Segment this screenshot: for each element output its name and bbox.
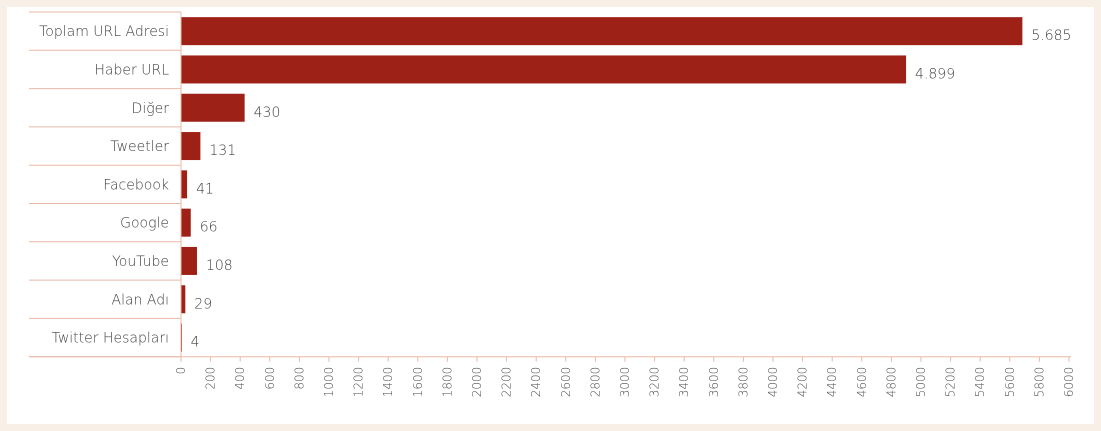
x-tick-label: 0	[174, 367, 188, 375]
x-tick-label: 4800	[884, 367, 898, 398]
bar-1[interactable]	[181, 55, 907, 84]
x-tick-label: 400	[233, 367, 247, 390]
value-label: 430	[254, 105, 281, 121]
x-tick-label: 4000	[766, 367, 780, 398]
x-tick-label: 1800	[440, 367, 454, 398]
x-tick-label: 4600	[855, 367, 869, 398]
value-label: 66	[200, 220, 218, 236]
x-tick-label: 2600	[559, 367, 573, 398]
x-tick-label: 1000	[322, 367, 336, 398]
category-label: Google	[120, 216, 169, 232]
category-label: Facebook	[103, 177, 169, 193]
value-label: 108	[206, 258, 233, 274]
x-tick-label: 1400	[381, 367, 395, 398]
value-label: 4	[191, 335, 200, 351]
category-label: Tweetler	[110, 139, 169, 155]
value-label: 131	[209, 143, 236, 159]
x-tick-label: 4200	[796, 367, 810, 398]
value-label: 41	[196, 181, 214, 197]
category-label: Alan Adı	[112, 292, 169, 308]
x-tick-label: 2400	[529, 367, 543, 398]
x-tick-label: 800	[292, 367, 306, 390]
x-tick-label: 1200	[352, 367, 366, 398]
bar-0[interactable]	[181, 17, 1023, 46]
x-tick-label: 1600	[411, 367, 425, 398]
bar-2[interactable]	[181, 93, 245, 122]
x-tick-label: 3000	[618, 367, 632, 398]
x-tick-label: 5600	[1003, 367, 1017, 398]
bar-chart: Toplam URL Adresi 5.685 Haber URL 4.899 Diğe…	[29, 11, 1076, 398]
x-tick-label: 5000	[914, 367, 928, 398]
value-label: 29	[194, 296, 212, 312]
x-tick-label: 2000	[470, 367, 484, 398]
category-label: Diğer	[132, 101, 170, 117]
x-tick-label: 5200	[944, 367, 958, 398]
category-label: Twitter Hesapları	[52, 331, 169, 347]
bar-3[interactable]	[181, 132, 201, 161]
bar-7[interactable]	[181, 285, 186, 314]
x-tick-label: 5800	[1032, 367, 1046, 398]
bar-6[interactable]	[181, 246, 197, 275]
x-tick-label: 3200	[648, 367, 662, 398]
value-label: 5.685	[1031, 28, 1071, 44]
x-tick-label: 4400	[825, 367, 839, 398]
x-tick-label: 3400	[677, 367, 691, 398]
chart-panel: Toplam URL Adresi 5.685 Haber URL 4.899 Diğe…	[7, 7, 1094, 424]
category-label: Haber URL	[94, 62, 169, 78]
bar-4[interactable]	[181, 170, 188, 199]
category-label: YouTube	[112, 254, 169, 270]
x-tick-label: 5400	[973, 367, 987, 398]
x-tick-label: 6000	[1062, 367, 1076, 398]
x-tick-label: 2200	[500, 367, 514, 398]
bar-5[interactable]	[181, 208, 191, 237]
value-label: 4.899	[915, 66, 955, 82]
x-tick-label: 3600	[707, 367, 721, 398]
x-tick-label: 200	[204, 367, 218, 390]
x-tick-label: 2800	[588, 367, 602, 398]
x-tick-label: 600	[263, 367, 277, 390]
category-label: Toplam URL Adresi	[39, 24, 169, 40]
x-tick-label: 3800	[736, 367, 750, 398]
